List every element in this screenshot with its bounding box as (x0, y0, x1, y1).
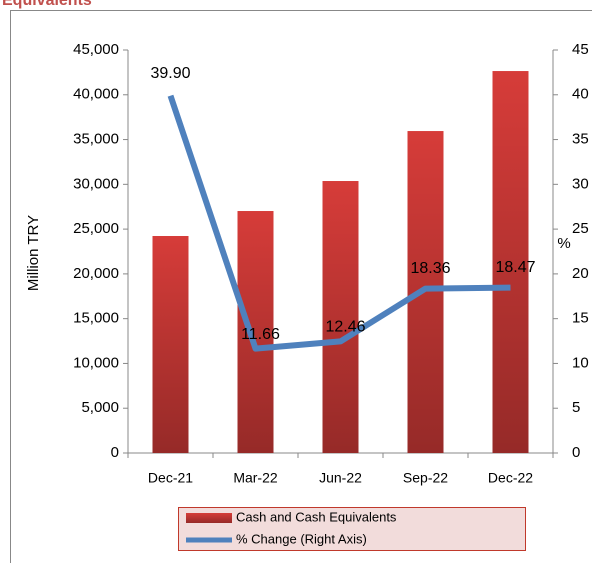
legend-label: Cash and Cash Equivalents (236, 509, 397, 524)
y2-tick-label: 45 (572, 41, 589, 58)
data-label: 12.46 (325, 319, 365, 336)
x-tick-label: Jun-22 (319, 470, 362, 486)
y-tick-label: 15,000 (73, 310, 119, 327)
y2-tick-label: 0 (572, 444, 580, 461)
y-tick-label: 30,000 (73, 175, 119, 192)
y-tick-label: 20,000 (73, 265, 119, 282)
y2-tick-label: 35 (572, 131, 589, 148)
y-tick-label: 25,000 (73, 220, 119, 237)
y-tick-label: 45,000 (73, 41, 119, 58)
bar-shade (322, 181, 359, 453)
y2-tick-label: 40 (572, 86, 589, 103)
bar-shade (237, 211, 274, 453)
legend-swatch-shade (186, 513, 232, 523)
data-label: 11.66 (241, 326, 280, 343)
data-label: 39.90 (150, 65, 190, 82)
bar-shade (152, 236, 189, 453)
x-tick-label: Dec-22 (488, 470, 533, 486)
legend-label: % Change (Right Axis) (236, 531, 367, 546)
y-tick-label: 35,000 (73, 131, 119, 148)
y2-tick-label: 15 (572, 310, 589, 327)
y2-axis-label: % (557, 235, 570, 252)
y2-tick-label: 5 (572, 399, 580, 416)
chart-title: Equivalents (2, 0, 92, 9)
y-tick-label: 40,000 (73, 86, 119, 103)
data-label: 18.47 (495, 259, 535, 276)
line (167, 94, 511, 352)
y-axis-label: Million TRY (25, 215, 42, 291)
data-label: 18.36 (410, 260, 450, 277)
x-tick-label: Mar-22 (233, 470, 278, 486)
y-tick-label: 0 (111, 444, 119, 461)
x-tick-label: Dec-21 (148, 470, 193, 486)
x-tick-label: Sep-22 (403, 470, 448, 486)
y2-tick-label: 30 (572, 175, 589, 192)
legend (178, 507, 526, 551)
y-tick-label: 10,000 (73, 354, 119, 371)
bar-shade (492, 71, 529, 453)
y2-tick-label: 10 (572, 354, 589, 371)
y2-tick-label: 20 (572, 265, 589, 282)
y-tick-label: 5,000 (81, 399, 119, 416)
y2-tick-label: 25 (572, 220, 589, 237)
